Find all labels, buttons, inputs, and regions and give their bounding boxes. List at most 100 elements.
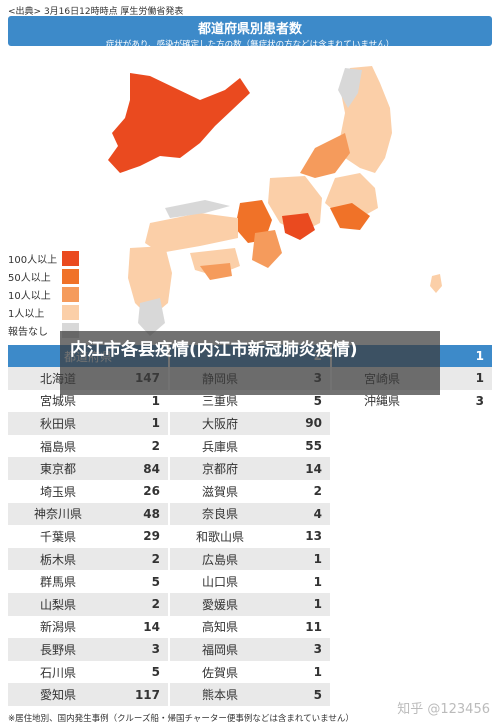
map-aichi bbox=[282, 213, 315, 240]
table-row: 奈良県 4 bbox=[170, 502, 330, 526]
overlay-caption: 内江市各县疫情(内江市新冠肺炎疫情) bbox=[60, 331, 440, 395]
patient-count: 48 bbox=[143, 506, 160, 521]
patient-count: 1 bbox=[475, 371, 484, 386]
patient-count: 1 bbox=[313, 552, 322, 567]
prefecture-name: 沖縄県 bbox=[363, 394, 400, 409]
prefecture-name: 兵庫県 bbox=[201, 439, 238, 454]
legend-label: 100人以上 bbox=[8, 255, 58, 266]
prefecture-name: 奈良県 bbox=[201, 507, 238, 522]
source-note: <出典> 3月16日12時時点 厚生労働省発表 bbox=[8, 7, 184, 17]
legend-label: 1人以上 bbox=[8, 309, 45, 320]
prefecture-name: 愛知県 bbox=[39, 688, 76, 703]
table-row: 滋賀県 2 bbox=[170, 479, 330, 503]
patient-count: 55 bbox=[305, 439, 322, 454]
legend-item: 1人以上 bbox=[8, 304, 79, 321]
legend-item: 10人以上 bbox=[8, 286, 79, 303]
prefecture-name: 埼玉県 bbox=[39, 484, 76, 499]
patient-count: 1 bbox=[313, 665, 322, 680]
table-row: 福岡県 3 bbox=[170, 638, 330, 661]
prefecture-name: 石川県 bbox=[39, 665, 76, 680]
prefecture-name: 千葉県 bbox=[39, 529, 76, 544]
patient-count: 90 bbox=[305, 416, 322, 431]
table-row: 東京都 84 bbox=[8, 457, 168, 480]
patient-count: 1 bbox=[151, 393, 160, 408]
patient-count: 1 bbox=[313, 574, 322, 589]
header-count-2: 1 bbox=[475, 349, 484, 363]
prefecture-name: 新潟県 bbox=[39, 620, 76, 635]
prefecture-name: 山梨県 bbox=[39, 597, 76, 612]
table-row: 佐賀県 1 bbox=[170, 660, 330, 684]
prefecture-name: 佐賀県 bbox=[201, 665, 238, 680]
patient-count: 5 bbox=[151, 574, 160, 589]
patient-count: 3 bbox=[151, 642, 160, 657]
map-niigata bbox=[300, 133, 350, 178]
table-row: 大阪府 90 bbox=[170, 412, 330, 435]
table-row: 埼玉県 26 bbox=[8, 479, 168, 503]
legend-item: 100人以上 bbox=[8, 250, 79, 267]
patient-count: 117 bbox=[134, 687, 160, 702]
chart-title: 都道府県別患者数 bbox=[197, 22, 302, 37]
prefecture-name: 京都府 bbox=[201, 462, 238, 477]
patient-count: 2 bbox=[313, 484, 322, 499]
prefecture-name: 大阪府 bbox=[201, 416, 238, 431]
patient-count: 1 bbox=[313, 597, 322, 612]
legend-swatch bbox=[62, 305, 79, 320]
patient-count: 29 bbox=[143, 529, 160, 544]
legend-label: 10人以上 bbox=[8, 291, 51, 302]
prefecture-name: 栃木県 bbox=[39, 552, 76, 567]
table-row: 和歌山県 13 bbox=[170, 525, 330, 548]
prefecture-name: 福岡県 bbox=[201, 642, 238, 657]
title-banner: 都道府県別患者数 症状があり、感染が確定した方の数（無症状の方などは含まれていま… bbox=[8, 16, 492, 50]
patient-count: 14 bbox=[305, 461, 322, 476]
table-row: 愛知県 117 bbox=[8, 683, 168, 706]
map-tokyo-area bbox=[330, 203, 370, 230]
prefecture-name: 広島県 bbox=[201, 552, 238, 567]
table-row: 高知県 11 bbox=[170, 615, 330, 639]
prefecture-name: 三重県 bbox=[201, 394, 238, 409]
prefecture-name: 愛媛県 bbox=[201, 597, 238, 612]
table-row: 京都府 14 bbox=[170, 457, 330, 480]
table-row: 石川県 5 bbox=[8, 660, 168, 684]
legend-swatch bbox=[62, 251, 79, 266]
footer-note: ※居住地別、国内発生事例（クルーズ船・帰国チャーター便事例などは含まれていません… bbox=[8, 714, 354, 724]
legend-swatch bbox=[62, 287, 79, 302]
legend-label: 報告なし bbox=[8, 327, 48, 338]
prefecture-name: 山口県 bbox=[201, 575, 238, 590]
patient-count: 5 bbox=[313, 393, 322, 408]
table-column: 2 静岡県3三重県5大阪府90兵庫県55京都府14滋賀県2奈良県4和歌山県13広… bbox=[170, 345, 330, 706]
prefecture-name: 高知県 bbox=[201, 620, 238, 635]
map-kyushu bbox=[128, 246, 172, 318]
patient-count: 14 bbox=[143, 619, 160, 634]
table-row: 千葉県 29 bbox=[8, 525, 168, 548]
japan-map bbox=[108, 66, 442, 336]
patient-count: 3 bbox=[475, 393, 484, 408]
prefecture-name: 熊本県 bbox=[201, 688, 238, 703]
table-row: 福島県 2 bbox=[8, 434, 168, 458]
map-chugoku-north bbox=[165, 200, 230, 218]
prefecture-name: 福島県 bbox=[39, 439, 76, 454]
patient-count: 13 bbox=[305, 529, 322, 544]
patient-count: 5 bbox=[313, 687, 322, 702]
patient-count: 2 bbox=[151, 552, 160, 567]
patient-count: 5 bbox=[151, 665, 160, 680]
map-kochi bbox=[200, 263, 232, 280]
patient-count: 11 bbox=[305, 619, 322, 634]
table-row: 新潟県 14 bbox=[8, 615, 168, 639]
map-kansai bbox=[252, 230, 282, 268]
prefecture-table: 都道府県 北海道147宮城県1秋田県1福島県2東京都84埼玉県26神奈川県48千… bbox=[8, 345, 492, 706]
watermark: 知乎 @123456 bbox=[397, 702, 490, 717]
patient-count: 84 bbox=[143, 461, 160, 476]
prefecture-name: 和歌山県 bbox=[195, 529, 244, 544]
prefecture-name: 群馬県 bbox=[39, 575, 76, 590]
table-row: 兵庫県 55 bbox=[170, 434, 330, 458]
prefecture-name: 滋賀県 bbox=[201, 484, 238, 499]
table-row: 愛媛県 1 bbox=[170, 592, 330, 616]
table-row: 長野県 3 bbox=[8, 638, 168, 661]
patient-count: 1 bbox=[151, 416, 160, 431]
table-row: 広島県 1 bbox=[170, 547, 330, 571]
column-rows: 北海道147宮城県1秋田県1福島県2東京都84埼玉県26神奈川県48千葉県29栃… bbox=[8, 367, 168, 706]
prefecture-name: 秋田県 bbox=[39, 416, 76, 431]
map-hokkaido bbox=[108, 73, 250, 173]
table-row: 群馬県 5 bbox=[8, 570, 168, 593]
prefecture-name: 長野県 bbox=[39, 642, 76, 657]
